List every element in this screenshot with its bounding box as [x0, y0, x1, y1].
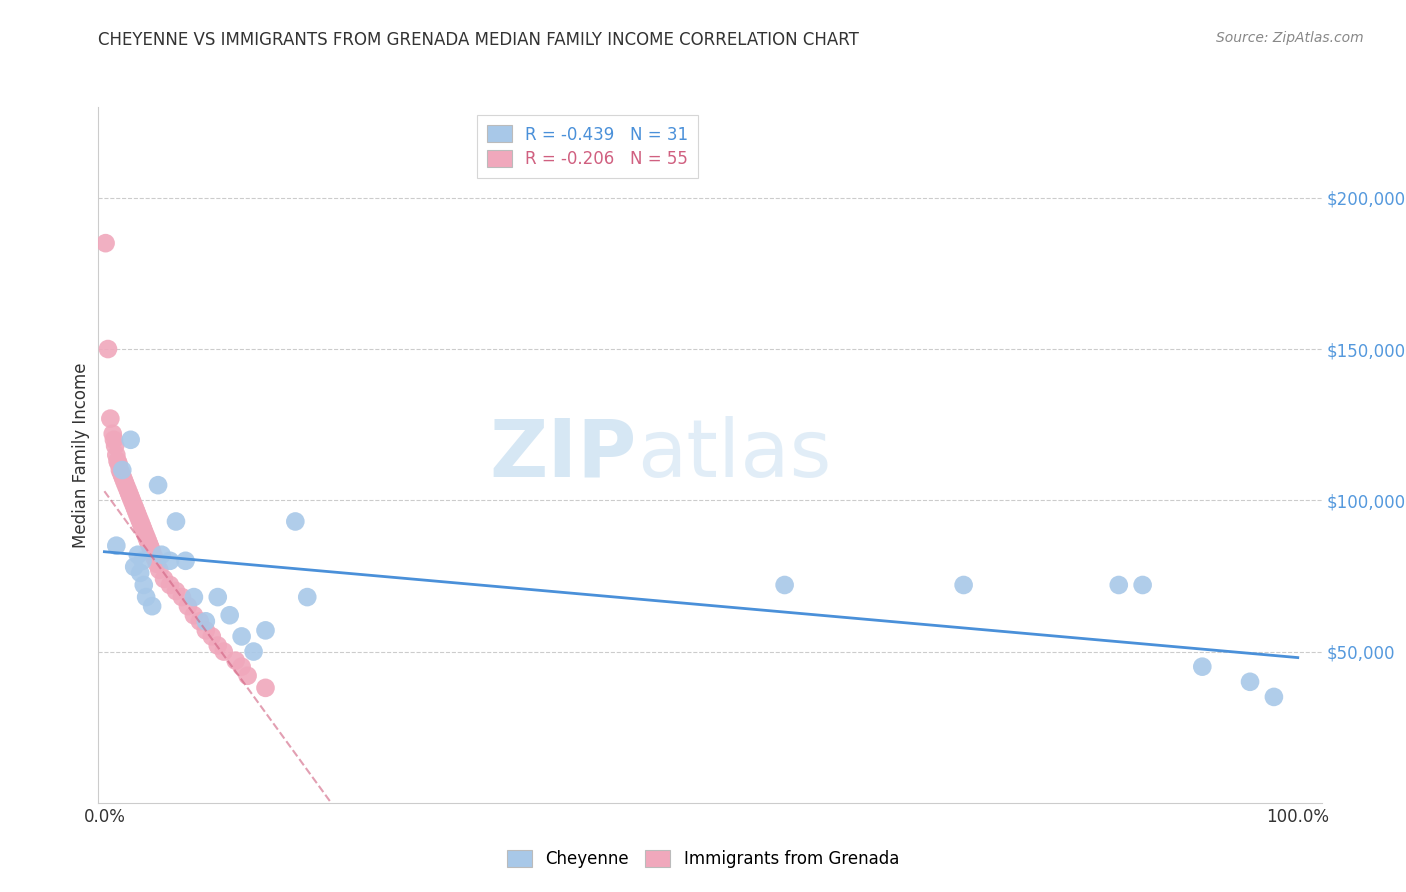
Point [194, 624, 217, 638]
Point [194, 615, 217, 629]
Point [94, 236, 117, 251]
Point [207, 590, 229, 604]
Point [117, 484, 139, 499]
Point [141, 599, 163, 614]
Point [110, 466, 132, 480]
Point [107, 457, 129, 471]
Point [114, 475, 136, 490]
Point [111, 463, 134, 477]
Point [952, 578, 974, 592]
Point [104, 439, 127, 453]
Point [174, 554, 197, 568]
Point [129, 515, 152, 529]
Point [120, 490, 142, 504]
Point [128, 511, 150, 525]
Point [218, 608, 240, 623]
Point [254, 681, 277, 695]
Point [231, 629, 253, 643]
Point [121, 493, 143, 508]
Point [115, 478, 138, 492]
Point [165, 584, 187, 599]
Point [143, 550, 166, 565]
Point [122, 496, 145, 510]
Point [131, 554, 153, 568]
Point [132, 524, 155, 538]
Point [124, 502, 146, 516]
Point [103, 433, 125, 447]
Text: CHEYENNE VS IMMIGRANTS FROM GRENADA MEDIAN FAMILY INCOME CORRELATION CHART: CHEYENNE VS IMMIGRANTS FROM GRENADA MEDI… [98, 31, 859, 49]
Point [136, 533, 159, 547]
Point [139, 541, 162, 556]
Legend: Cheyenne, Immigrants from Grenada: Cheyenne, Immigrants from Grenada [501, 843, 905, 875]
Point [122, 500, 145, 514]
Point [118, 487, 141, 501]
Point [105, 539, 128, 553]
Point [242, 644, 264, 658]
Point [131, 520, 153, 534]
Point [131, 517, 153, 532]
Point [108, 463, 131, 477]
Point [127, 508, 149, 523]
Point [201, 629, 224, 643]
Point [122, 559, 145, 574]
Y-axis label: Median Family Income: Median Family Income [72, 362, 90, 548]
Point [135, 590, 157, 604]
Point [773, 578, 796, 592]
Point [1239, 674, 1261, 689]
Point [254, 624, 277, 638]
Point [225, 654, 247, 668]
Point [170, 590, 193, 604]
Point [188, 615, 211, 629]
Point [111, 469, 134, 483]
Point [1108, 578, 1130, 592]
Point [183, 590, 205, 604]
Point [127, 548, 149, 562]
Point [207, 639, 229, 653]
Point [159, 554, 181, 568]
Point [1191, 659, 1213, 673]
Point [177, 599, 200, 614]
Point [97, 342, 120, 356]
Point [183, 608, 205, 623]
Text: Source: ZipAtlas.com: Source: ZipAtlas.com [1216, 31, 1364, 45]
Point [101, 426, 124, 441]
Point [105, 448, 128, 462]
Point [98, 411, 121, 425]
Point [159, 578, 181, 592]
Point [1263, 690, 1285, 704]
Point [231, 659, 253, 673]
Point [107, 454, 129, 468]
Point [120, 433, 142, 447]
Point [1132, 578, 1154, 592]
Point [129, 566, 152, 580]
Point [165, 515, 187, 529]
Point [132, 578, 155, 592]
Point [115, 481, 138, 495]
Point [135, 530, 157, 544]
Point [112, 472, 135, 486]
Point [125, 505, 148, 519]
Point [141, 545, 163, 559]
Point [148, 563, 170, 577]
Point [150, 548, 173, 562]
Legend: R = -0.439   N = 31, R = -0.206   N = 55: R = -0.439 N = 31, R = -0.206 N = 55 [477, 115, 699, 178]
Point [146, 478, 169, 492]
Point [212, 644, 235, 658]
Text: atlas: atlas [637, 416, 831, 494]
Point [138, 535, 160, 549]
Text: ZIP: ZIP [489, 416, 637, 494]
Point [134, 526, 156, 541]
Point [297, 590, 319, 604]
Point [284, 515, 307, 529]
Point [153, 572, 176, 586]
Point [146, 557, 169, 571]
Point [236, 669, 259, 683]
Point [138, 539, 160, 553]
